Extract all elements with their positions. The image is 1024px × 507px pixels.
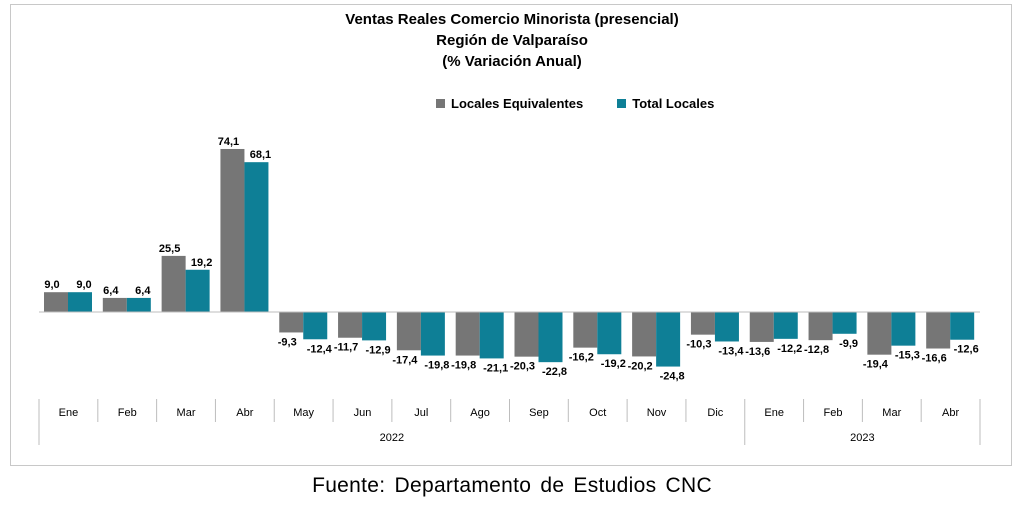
bar-total-locales-2 xyxy=(185,269,210,312)
legend-label-locales-equivalentes: Locales Equivalentes xyxy=(451,96,584,111)
category-label-4: May xyxy=(293,407,314,419)
chart-plot: 9,0 6,4 25,5 74,1 -9,3 -11,7 -17,4 -19,8 -20,3 -1… xyxy=(38,136,981,445)
bar-total-locales-6 xyxy=(420,312,445,356)
category-label-8: Sep xyxy=(529,407,549,419)
bar-total-locales-7 xyxy=(479,312,504,359)
category-label-5: Jun xyxy=(354,407,372,419)
source-note: Fuente: Departamento de Estudios CNC xyxy=(312,474,712,497)
bar-total-locales-11 xyxy=(714,312,739,342)
data-label-locales-equivalentes-9: -16,2 xyxy=(569,352,594,364)
data-label-locales-equivalentes-8: -20,3 xyxy=(510,361,535,373)
data-label-total-locales-4: -12,4 xyxy=(307,343,333,355)
bar-total-locales-5 xyxy=(362,312,387,341)
chart-subtitle: Región de Valparaíso xyxy=(436,32,588,49)
data-label-total-locales-14: -15,3 xyxy=(895,350,920,362)
bar-locales-equivalentes-3 xyxy=(220,148,245,312)
bar-total-locales-8 xyxy=(538,312,563,363)
category-label-10: Nov xyxy=(647,407,667,419)
year-group-label-0: 2022 xyxy=(380,432,404,444)
data-label-total-locales-15: -12,6 xyxy=(954,344,979,356)
bar-locales-equivalentes-4 xyxy=(279,312,304,333)
bar-total-locales-3 xyxy=(244,162,269,312)
data-label-total-locales-0: 9,0 xyxy=(76,279,91,291)
data-label-locales-equivalentes-15: -16,6 xyxy=(922,353,947,365)
category-label-7: Ago xyxy=(470,407,490,419)
chart-subtitle-units: (% Variación Anual) xyxy=(442,53,582,70)
legend-item-total-locales: Total Locales xyxy=(617,96,714,111)
bar-locales-equivalentes-10 xyxy=(632,312,657,357)
bar-total-locales-1 xyxy=(126,297,151,312)
data-label-total-locales-9: -19,2 xyxy=(601,358,626,370)
category-label-1: Feb xyxy=(118,407,137,419)
bar-locales-equivalentes-13 xyxy=(808,312,833,341)
data-label-total-locales-13: -9,9 xyxy=(839,338,858,350)
legend-label-total-locales: Total Locales xyxy=(632,96,715,111)
data-label-locales-equivalentes-11: -10,3 xyxy=(686,339,711,351)
bar-total-locales-14 xyxy=(891,312,916,346)
category-label-3: Abr xyxy=(236,407,253,419)
bar-total-locales-4 xyxy=(303,312,328,340)
chart-frame xyxy=(10,4,1012,466)
bar-locales-equivalentes-5 xyxy=(338,312,363,338)
category-label-9: Oct xyxy=(589,407,606,419)
data-label-total-locales-6: -19,8 xyxy=(424,360,449,372)
data-label-locales-equivalentes-5: -11,7 xyxy=(334,342,358,354)
data-label-locales-equivalentes-6: -17,4 xyxy=(392,354,418,366)
chart-legend: Locales Equivalentes Total Locales xyxy=(436,96,714,111)
legend-swatch-locales-equivalentes xyxy=(436,99,445,108)
data-label-locales-equivalentes-13: -12,8 xyxy=(804,344,829,356)
bar-locales-equivalentes-7 xyxy=(455,312,480,356)
data-label-total-locales-2: 19,2 xyxy=(191,257,212,269)
category-label-2: Mar xyxy=(177,407,196,419)
data-label-total-locales-7: -21,1 xyxy=(483,362,508,374)
bar-total-locales-12 xyxy=(773,312,798,339)
category-label-13: Feb xyxy=(823,407,842,419)
category-label-12: Ene xyxy=(764,407,784,419)
bar-locales-equivalentes-11 xyxy=(690,312,715,335)
category-label-11: Dic xyxy=(707,407,723,419)
bar-locales-equivalentes-15 xyxy=(926,312,951,349)
chart-title: Ventas Reales Comercio Minorista (presen… xyxy=(345,11,679,28)
data-label-total-locales-10: -24,8 xyxy=(660,371,685,383)
data-label-locales-equivalentes-10: -20,2 xyxy=(628,360,653,372)
legend-swatch-total-locales xyxy=(617,99,627,108)
data-label-total-locales-11: -13,4 xyxy=(718,345,744,357)
year-group-label-1: 2023 xyxy=(850,432,874,444)
data-label-total-locales-5: -12,9 xyxy=(366,344,391,356)
legend-item-locales-equivalentes: Locales Equivalentes xyxy=(436,96,583,111)
bar-locales-equivalentes-14 xyxy=(867,312,892,355)
category-label-15: Abr xyxy=(942,407,959,419)
bar-total-locales-15 xyxy=(950,312,975,340)
bar-total-locales-10 xyxy=(656,312,681,367)
data-label-locales-equivalentes-1: 6,4 xyxy=(103,285,119,297)
category-label-6: Jul xyxy=(414,407,428,419)
bar-locales-equivalentes-8 xyxy=(514,312,539,357)
category-label-0: Ene xyxy=(59,407,79,419)
data-label-locales-equivalentes-7: -19,8 xyxy=(451,360,476,372)
data-label-locales-equivalentes-3: 74,1 xyxy=(218,136,239,148)
bar-locales-equivalentes-1 xyxy=(102,297,127,312)
data-label-locales-equivalentes-0: 9,0 xyxy=(44,279,59,291)
bar-total-locales-13 xyxy=(832,312,857,334)
data-label-total-locales-1: 6,4 xyxy=(135,285,151,297)
bar-locales-equivalentes-0 xyxy=(44,292,68,312)
bar-total-locales-9 xyxy=(597,312,622,355)
bar-locales-equivalentes-6 xyxy=(396,312,421,351)
data-label-locales-equivalentes-14: -19,4 xyxy=(863,359,889,371)
bar-total-locales-0 xyxy=(68,292,92,312)
bar-locales-equivalentes-2 xyxy=(161,255,186,312)
data-label-total-locales-3: 68,1 xyxy=(250,149,271,161)
category-label-14: Mar xyxy=(882,407,901,419)
data-label-locales-equivalentes-4: -9,3 xyxy=(278,336,297,348)
data-label-locales-equivalentes-12: -13,6 xyxy=(745,346,770,358)
bar-locales-equivalentes-9 xyxy=(573,312,598,348)
data-label-total-locales-12: -12,2 xyxy=(777,343,802,355)
data-label-locales-equivalentes-2: 25,5 xyxy=(159,243,180,255)
bar-locales-equivalentes-12 xyxy=(749,312,774,342)
data-label-total-locales-8: -22,8 xyxy=(542,366,567,378)
